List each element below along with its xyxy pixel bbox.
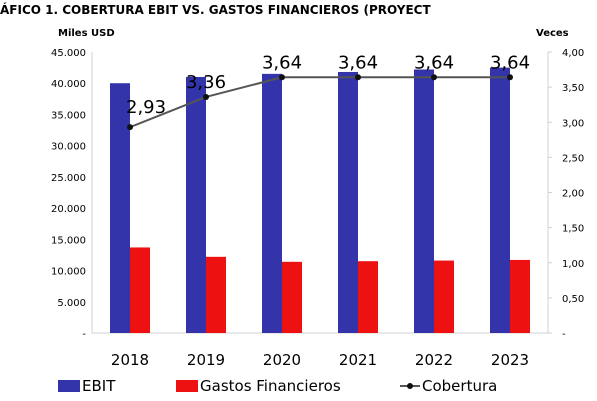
y-left-tick-label: 5.000 xyxy=(57,298,86,309)
y-right-tick-label: - xyxy=(562,329,566,340)
bar-ebit xyxy=(110,83,130,333)
bar-ebit xyxy=(262,73,282,333)
y-right-tick-label: 3,50 xyxy=(562,83,584,94)
chart-title: ÁFICO 1. COBERTURA EBIT VS. GASTOS FINAN… xyxy=(0,2,431,17)
legend-label: Cobertura xyxy=(422,377,497,395)
y-left-tick-label: 40.000 xyxy=(51,79,86,90)
x-tick-label: 2023 xyxy=(491,351,529,369)
bar-gastos-financieros xyxy=(510,259,530,333)
y-left-tick-label: - xyxy=(82,329,86,340)
x-tick-label: 2018 xyxy=(111,351,149,369)
y-left-tick-label: 30.000 xyxy=(51,142,86,153)
legend-swatch xyxy=(58,380,80,392)
y-right-tick-label: 2,50 xyxy=(562,153,584,164)
x-tick-label: 2019 xyxy=(187,351,225,369)
y-right-tick-label: 2,00 xyxy=(562,189,584,200)
point-cobertura xyxy=(127,124,133,131)
x-tick-label: 2022 xyxy=(415,351,453,369)
y-left-tick-label: 25.000 xyxy=(51,173,86,184)
y-right-unit: Veces xyxy=(536,28,569,39)
point-cobertura xyxy=(355,74,361,81)
y-right-tick-label: 0,50 xyxy=(562,294,584,305)
bar-gastos-financieros xyxy=(282,261,302,333)
y-left-tick-label: 35.000 xyxy=(51,110,86,121)
data-label-cobertura: 3,64 xyxy=(414,52,454,73)
y-right-tick-label: 3,00 xyxy=(562,118,584,129)
y-left-unit: Miles USD xyxy=(58,28,115,39)
y-right-tick-label: 4,00 xyxy=(562,48,584,59)
data-label-cobertura: 3,64 xyxy=(262,52,302,73)
bar-ebit xyxy=(338,71,358,333)
legend-label: Gastos Financieros xyxy=(200,377,341,395)
data-label-cobertura: 3,36 xyxy=(186,72,226,93)
point-cobertura xyxy=(507,74,513,81)
point-cobertura xyxy=(203,93,209,100)
legend-label: EBIT xyxy=(82,377,116,395)
x-tick-label: 2021 xyxy=(339,351,377,369)
y-left-tick-label: 15.000 xyxy=(51,235,86,246)
point-cobertura xyxy=(279,74,285,81)
bar-ebit xyxy=(414,69,434,334)
bar-ebit xyxy=(186,76,206,333)
y-right-tick-label: 1,50 xyxy=(562,224,584,235)
data-label-cobertura: 3,64 xyxy=(490,52,530,73)
line-cobertura xyxy=(129,76,510,129)
bar-gastos-financieros xyxy=(206,256,226,333)
legend: EBIT Gastos Financieros Cobertura xyxy=(58,377,497,395)
bar-ebit xyxy=(490,67,510,333)
bar-gastos-financieros xyxy=(434,260,454,333)
data-label-cobertura: 3,64 xyxy=(338,52,378,73)
point-cobertura xyxy=(431,74,437,81)
bar-gastos-financieros xyxy=(358,261,378,333)
legend-swatch xyxy=(176,380,198,392)
legend-swatch-marker xyxy=(407,383,413,389)
x-tick-label: 2020 xyxy=(263,351,301,369)
bar-gastos-financieros xyxy=(130,247,150,333)
y-left-tick-label: 45.000 xyxy=(51,48,86,59)
y-left-tick-label: 10.000 xyxy=(51,267,86,278)
y-right-tick-label: 1,00 xyxy=(562,259,584,270)
data-label-cobertura: 2,93 xyxy=(126,97,166,118)
y-left-tick-label: 20.000 xyxy=(51,204,86,215)
